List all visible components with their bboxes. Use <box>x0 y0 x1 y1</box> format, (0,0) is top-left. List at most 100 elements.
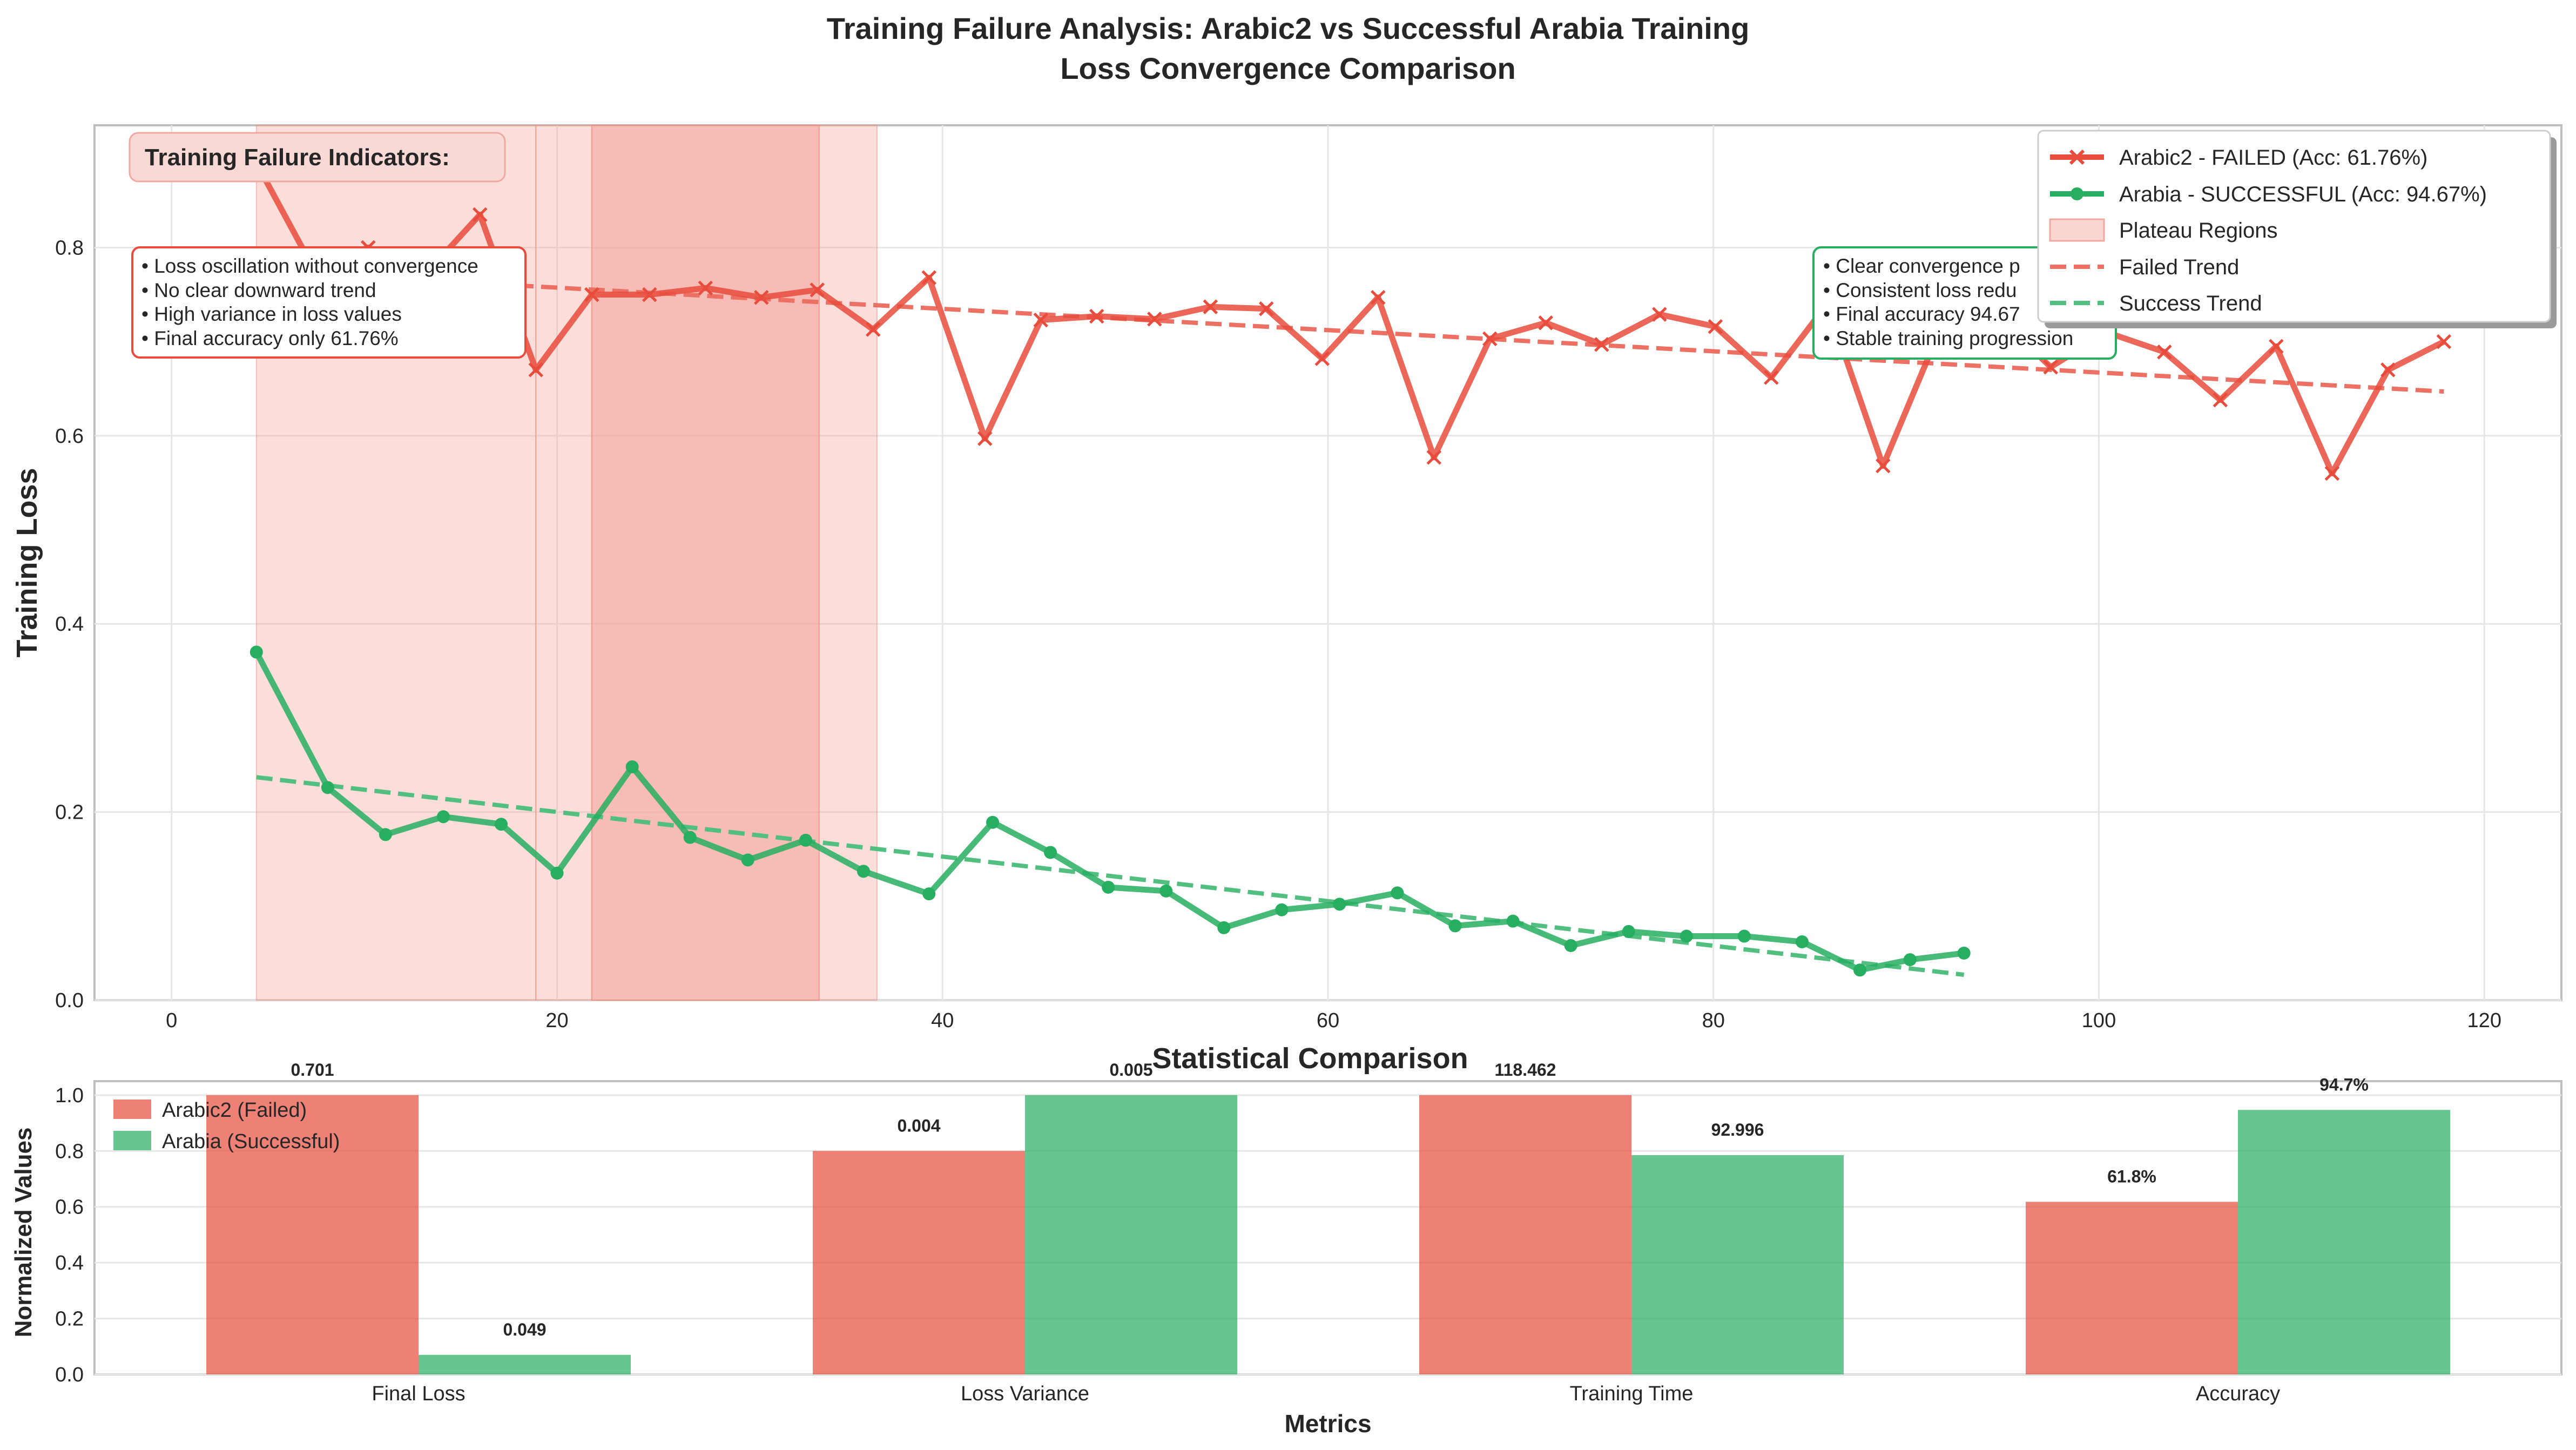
success-point <box>683 831 697 844</box>
success-point <box>1217 921 1231 934</box>
legend-label-success: Arabia - SUCCESSFUL (Acc: 94.67%) <box>2119 183 2487 206</box>
y-tick-label: 0.6 <box>55 1196 84 1219</box>
success-point <box>1044 846 1057 859</box>
success-point <box>1903 953 1917 967</box>
bar-value-label: 92.996 <box>1711 1120 1764 1139</box>
success-point <box>1795 935 1809 948</box>
failure-item-3: • High variance in loss values <box>141 303 402 325</box>
stats-chart-bars: 0.701 0.049 0.004 0.005 118.462 92.996 61.8% 94… <box>206 1060 2450 1374</box>
success-item-2: • Consistent loss redu <box>1823 279 2017 301</box>
x-tick-label: 60 <box>1317 1009 1339 1032</box>
y-tick-label: 0.4 <box>55 613 84 636</box>
failed-point <box>2043 359 2059 375</box>
x-tick-label: 40 <box>931 1009 954 1032</box>
failed-point <box>921 270 937 285</box>
failed-point <box>1314 351 1330 366</box>
success-point <box>922 887 936 901</box>
legend-success-marker-icon <box>2071 187 2083 200</box>
success-point <box>1622 925 1635 938</box>
failed-point <box>1764 370 1779 385</box>
failed-point <box>642 287 657 302</box>
success-point <box>1448 919 1462 933</box>
failed-point <box>977 431 993 446</box>
failed-point <box>2381 362 2396 377</box>
legend-label-failed: Arabic2 - FAILED (Acc: 61.76%) <box>2119 146 2427 170</box>
failed-point <box>2157 345 2172 360</box>
success-point <box>1506 914 1520 928</box>
success-point <box>1159 884 1173 898</box>
legend-entry-success-trend: Success Trend <box>2050 292 2262 315</box>
bar-value-label: 0.049 <box>503 1320 546 1339</box>
stats-chart-y-ticks: 0.0 0.2 0.4 0.6 0.8 1.0 <box>55 1084 84 1386</box>
failed-point <box>472 207 488 222</box>
legend-label-success-trend: Success Trend <box>2119 292 2262 315</box>
figure-title-line1: Training Failure Analysis: Arabic2 vs Su… <box>827 11 1750 45</box>
loss-chart-legend: Arabic2 - FAILED (Acc: 61.76%) Arabia - … <box>2037 130 2557 328</box>
loss-chart-ylabel: Training Loss <box>11 468 43 657</box>
success-item-1: • Clear convergence p <box>1823 255 2020 277</box>
failure-item-1: • Loss oscillation without convergence <box>141 255 478 277</box>
failed-point <box>1538 315 1554 331</box>
legend-entry-plateau: Plateau Regions <box>2049 218 2278 242</box>
y-tick-label: 0.2 <box>55 801 84 824</box>
failed-point <box>810 282 825 298</box>
stats-chart-xlabel: Metrics <box>1284 1409 1371 1438</box>
success-point <box>379 828 392 841</box>
x-tick-label: 0 <box>166 1009 177 1032</box>
bar-failed <box>2026 1202 2238 1374</box>
legend-label-plateau: Plateau Regions <box>2119 219 2278 242</box>
failed-point <box>1089 308 1104 324</box>
failed-point <box>2269 339 2284 354</box>
success-point <box>799 833 812 847</box>
failed-point <box>1708 319 1723 334</box>
plateau-region <box>591 125 820 1001</box>
bar-failed <box>206 1095 419 1374</box>
bar-value-label: 0.005 <box>1109 1060 1152 1080</box>
success-point <box>495 818 508 831</box>
legend-entry-failed: Arabic2 - FAILED (Acc: 61.76%) <box>2050 146 2427 170</box>
stats-legend-failed-swatch <box>113 1100 151 1119</box>
failed-point <box>584 287 599 302</box>
failure-item-4: • Final accuracy only 61.76% <box>141 327 399 349</box>
category-label: Final Loss <box>372 1382 465 1405</box>
category-label: Accuracy <box>2196 1382 2280 1405</box>
failure-item-2: • No clear downward trend <box>141 279 376 301</box>
legend-failed-marker-icon <box>2069 149 2085 165</box>
bar-failed <box>813 1151 1025 1374</box>
failed-point <box>754 290 769 305</box>
legend-plateau-swatch <box>2049 218 2105 242</box>
stats-chart-ylabel: Normalized Values <box>10 1128 37 1338</box>
stats-chart-x-ticks: Final Loss Loss Variance Training Time Accu… <box>372 1382 2280 1405</box>
failed-point <box>698 280 713 296</box>
success-point <box>249 645 263 659</box>
stats-chart-legend: Arabic2 (Failed) Arabia (Successful) <box>113 1099 340 1153</box>
stats-chart-title: Statistical Comparison <box>1152 1042 1468 1075</box>
y-tick-label: 0.8 <box>55 1140 84 1163</box>
legend-label-failed-trend: Failed Trend <box>2119 255 2239 279</box>
x-tick-label: 20 <box>545 1009 568 1032</box>
failed-point <box>528 362 544 377</box>
bar-value-label: 94.7% <box>2319 1075 2369 1094</box>
y-tick-label: 0.0 <box>55 1364 84 1386</box>
bar-value-label: 118.462 <box>1495 1060 1556 1080</box>
legend-entry-success: Arabia - SUCCESSFUL (Acc: 94.67%) <box>2050 183 2487 206</box>
loss-chart-y-ticks: 0.0 0.2 0.4 0.6 0.8 <box>55 237 84 1012</box>
failed-point <box>1371 290 1386 305</box>
success-point <box>1853 963 1866 977</box>
failed-point <box>2213 392 2228 408</box>
success-point <box>1737 929 1751 943</box>
bar-failed <box>1419 1095 1631 1374</box>
success-trend-line <box>256 775 1965 977</box>
failure-items-box <box>131 246 527 359</box>
loss-chart-x-ticks: 0 20 40 60 80 100 120 <box>166 1009 2501 1032</box>
stats-legend-success-swatch <box>113 1131 151 1150</box>
failed-point <box>1033 312 1049 328</box>
legend-entry-failed-trend: Failed Trend <box>2050 255 2239 279</box>
success-point <box>741 853 754 867</box>
stats-legend-label-success: Arabia (Successful) <box>162 1130 340 1153</box>
success-point <box>1333 898 1346 911</box>
success-point <box>321 781 334 794</box>
failed-point <box>1876 458 1891 474</box>
